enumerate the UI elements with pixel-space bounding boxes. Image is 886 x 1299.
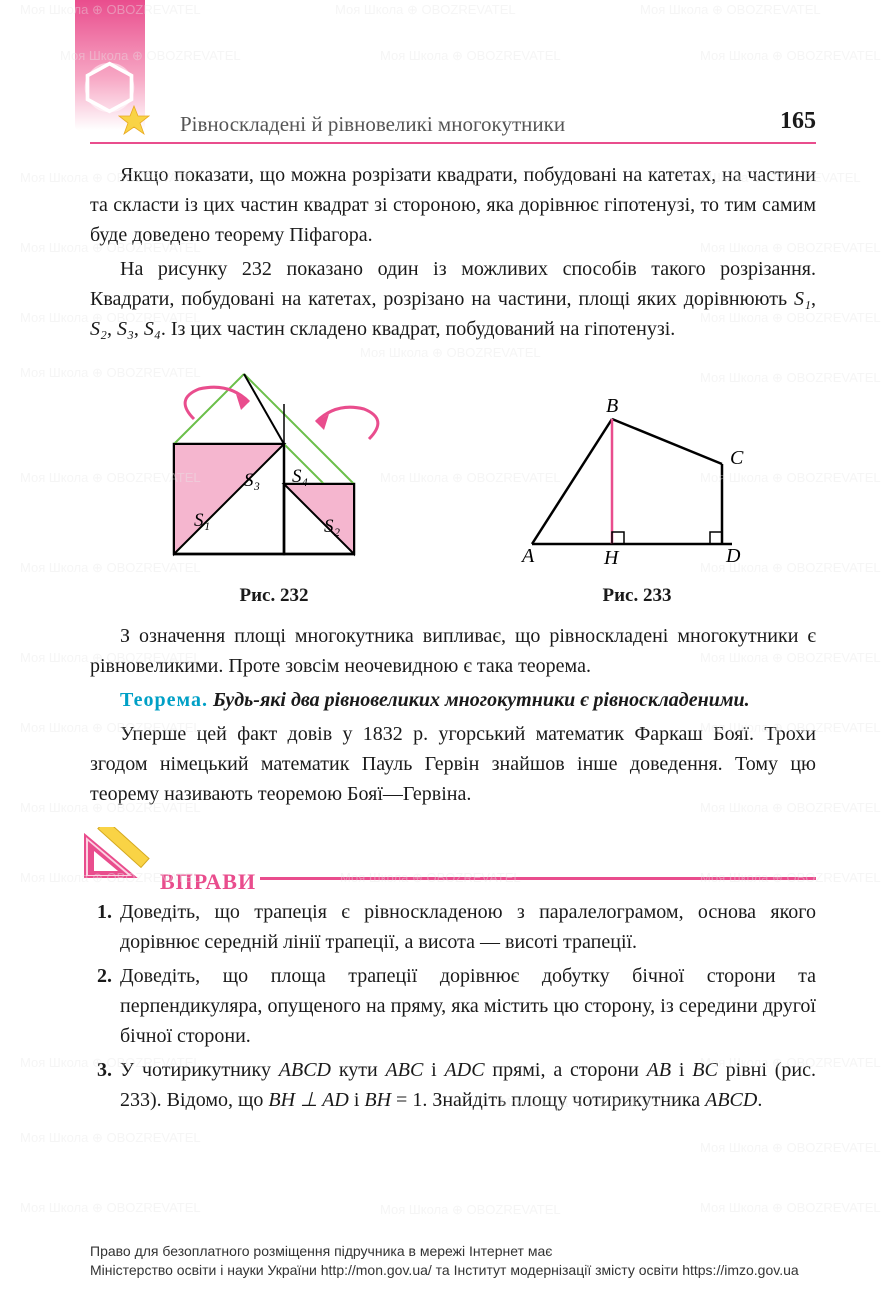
ex3-abcd: ABCD [279, 1059, 331, 1081]
ex3-adc: ADC [445, 1059, 485, 1081]
p2-s3: S₃ [117, 318, 134, 340]
p2-s1: S₁ [794, 288, 811, 310]
exercise-body: Доведіть, що площа трапеції дорівнює доб… [120, 961, 816, 1051]
content-area: Якщо показати, що можна розрізати квадра… [90, 160, 816, 1115]
footer-line2: Міністерство освіти і науки України http… [90, 1261, 846, 1281]
p2-s4: S₄ [144, 318, 161, 340]
ex3-bh: BH [364, 1089, 391, 1111]
exercises-header: ВПРАВИ [80, 827, 816, 897]
watermark: Моя Школа ⊕ OBOZREVATEL [380, 1202, 561, 1218]
exercise-3: 3. У чотирикутнику ABCD кути ABC і ADC п… [90, 1055, 816, 1115]
theorem-text: Будь-які два рівновеликих многокутники є… [213, 689, 750, 711]
section-rule [260, 877, 816, 880]
ex3-t7: і [349, 1089, 365, 1111]
ex3-bc: BC [692, 1059, 718, 1081]
page: Рівноскладені й рівновеликі многокутники… [0, 0, 886, 1159]
theorem: Теорема. Будь-які два рівновеликих много… [90, 685, 816, 715]
label-B: B [606, 395, 618, 417]
footer: Право для безоплатного розміщення підруч… [90, 1242, 846, 1281]
chapter-title: Рівноскладені й рівновеликі многокутники [180, 112, 565, 137]
exercise-body: Доведіть, що трапеція є рівноскладеною з… [120, 897, 816, 957]
label-A: A [520, 545, 535, 567]
figure-233: A B C D H Рис. 233 [512, 394, 762, 611]
star-icon [118, 105, 150, 137]
s1-label: S₁ [194, 510, 210, 531]
ex3-body: У чотирикутнику ABCD кути ABC і ADC прям… [120, 1055, 816, 1115]
ex3-t4: прямі, а сторони [485, 1059, 647, 1081]
figure-232: S₁ S₃ S₄ S₂ Рис. 232 [144, 364, 404, 611]
label-H: H [603, 547, 620, 569]
p2-pre: На рисунку 232 показано один із можливих… [90, 258, 816, 310]
header-rule [90, 142, 816, 144]
figure-232-svg: S₁ S₃ S₄ S₂ [144, 364, 404, 574]
s3-label: S₃ [244, 470, 260, 491]
fig232-caption: Рис. 232 [144, 582, 404, 611]
figures-row: S₁ S₃ S₄ S₂ Рис. 232 A B [90, 364, 816, 611]
s2-label: S₂ [324, 516, 341, 537]
theorem-label: Теорема. [120, 689, 208, 711]
paragraph-2: На рисунку 232 показано один із можливих… [90, 254, 816, 344]
ex3-perp: BH ⊥ AD [268, 1089, 348, 1111]
ex3-ab: AB [647, 1059, 671, 1081]
exercises-list: 1.Доведіть, що трапеція є рівноскладеною… [90, 897, 816, 1051]
ex3-eq: = 1. Знайдіть площу чотирикутника [391, 1089, 705, 1111]
paragraph-1: Якщо показати, що можна розрізати квадра… [90, 160, 816, 250]
ex3-abcd2: ABCD [705, 1089, 757, 1111]
section-label: ВПРАВИ [160, 865, 256, 898]
triangle-ruler-icon [80, 827, 155, 889]
figure-233-svg: A B C D H [512, 394, 762, 574]
paragraph-3: З означення площі многокутника випливає,… [90, 621, 816, 681]
ex3-t5: і [671, 1059, 692, 1081]
ex3-t2: кути [331, 1059, 386, 1081]
label-D: D [725, 545, 741, 567]
fig233-caption: Рис. 233 [512, 582, 762, 611]
watermark: Моя Школа ⊕ OBOZREVATEL [700, 1200, 881, 1216]
s4-label: S₄ [292, 466, 308, 487]
p2-s2: S₂ [90, 318, 107, 340]
watermark: Моя Школа ⊕ OBOZREVATEL [20, 1200, 201, 1216]
exercise-number: 1. [90, 897, 120, 957]
p2-post: . Із цих частин складено квадрат, побудо… [161, 318, 675, 340]
ex3-t3: і [423, 1059, 444, 1081]
label-C: C [730, 447, 744, 469]
paragraph-4: Уперше цей факт довів у 1832 р. угорськи… [90, 719, 816, 809]
exercise: 1.Доведіть, що трапеція є рівноскладеною… [90, 897, 816, 957]
ex3-t1: У чотирикутнику [120, 1059, 279, 1081]
ex3-end: . [757, 1089, 762, 1111]
exercise-number: 2. [90, 961, 120, 1051]
page-number: 165 [780, 108, 816, 135]
footer-line1: Право для безоплатного розміщення підруч… [90, 1242, 846, 1262]
ex3-num: 3. [90, 1055, 120, 1115]
ex3-abc: ABC [386, 1059, 424, 1081]
exercise: 2.Доведіть, що площа трапеції дорівнює д… [90, 961, 816, 1051]
